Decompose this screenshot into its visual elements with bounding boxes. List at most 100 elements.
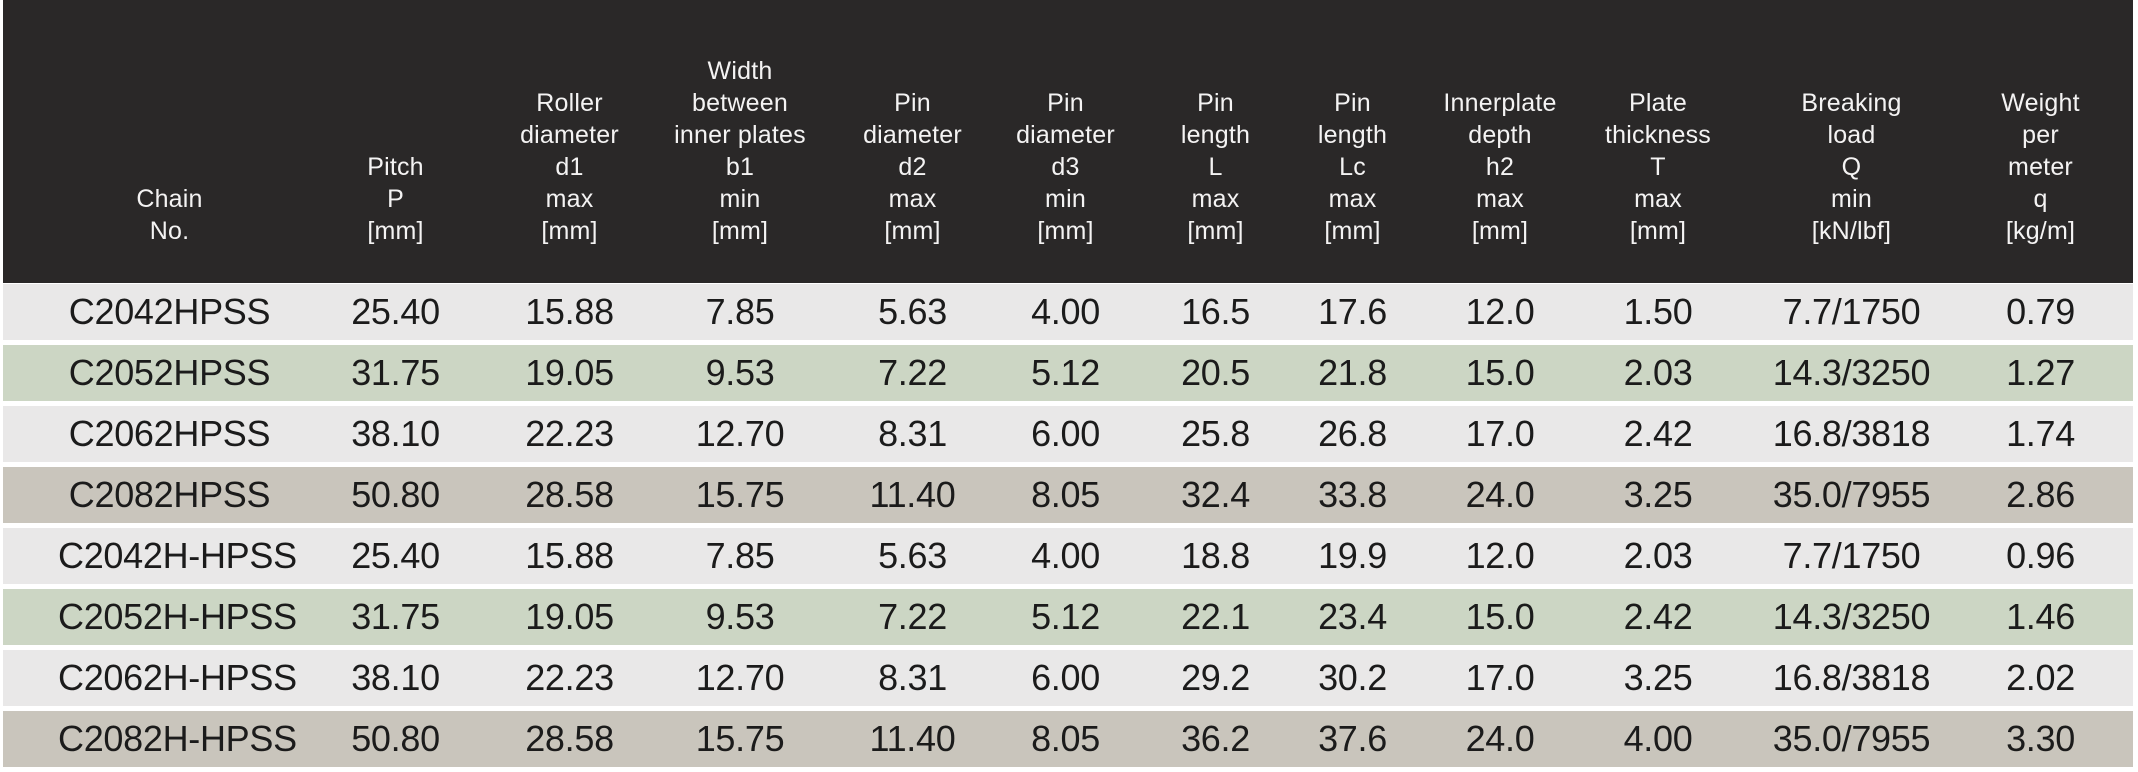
cell-width-between-inner-plates-b1: 9.53 — [705, 352, 775, 393]
cell-plate-thickness-t: 1.50 — [1623, 291, 1693, 332]
column-header-line: Lc — [1339, 153, 1366, 181]
cell-breaking-load-q: 14.3/3250 — [1772, 596, 1931, 637]
column-header-line: [mm] — [711, 217, 769, 245]
column-header-pin-diameter-d3: Pin diameter d3 min [mm] — [990, 0, 1141, 283]
cell-width-between-inner-plates-b1: 7.85 — [705, 535, 775, 576]
cell-plate-thickness-t: 4.00 — [1623, 718, 1693, 759]
column-header-line: Width — [707, 57, 773, 85]
column-header-line: max — [1476, 185, 1524, 213]
cell-chain-no: C2052HPSS — [68, 352, 271, 393]
column-header-width-between-inner-plates-b1: Width between inner plates b1 min [mm] — [655, 0, 825, 283]
cell-pin-diameter-d3: 5.12 — [1031, 352, 1100, 393]
table-body: C2042HPSS 25.40 15.88 7.85 5.63 4.00 16.5 17.6 1… — [3, 284, 2133, 767]
column-header-line: min — [719, 185, 761, 213]
cell-pin-length-lc: 23.4 — [1318, 596, 1387, 637]
column-header-line: Q — [1841, 153, 1862, 181]
cell-pin-diameter-d3: 6.00 — [1031, 413, 1100, 454]
cell-innerplate-depth-h2: 12.0 — [1465, 535, 1535, 576]
column-header-line: Weight — [2001, 89, 2080, 117]
table-row: C2082H-HPSS 50.80 28.58 15.75 11.40 8.05 36.2 3… — [3, 711, 2133, 767]
cell-pin-length-lc: 21.8 — [1318, 352, 1387, 393]
cell-pin-length-l: 25.8 — [1181, 413, 1250, 454]
cell-pin-length-l: 18.8 — [1181, 535, 1250, 576]
cell-pin-diameter-d2: 8.31 — [878, 657, 947, 698]
cell-pitch: 25.40 — [351, 535, 440, 576]
cell-weight-per-meter-q: 0.79 — [2006, 291, 2075, 332]
cell-weight-per-meter-q: 0.96 — [2006, 535, 2075, 576]
cell-pin-diameter-d2: 11.40 — [869, 718, 956, 759]
cell-breaking-load-q: 7.7/1750 — [1782, 535, 1921, 576]
column-header-line: inner plates — [674, 121, 806, 149]
column-header-line: [mm] — [1037, 217, 1094, 245]
cell-pin-length-lc: 37.6 — [1318, 718, 1387, 759]
cell-chain-no: C2042HPSS — [68, 291, 271, 332]
cell-pin-length-lc: 33.8 — [1318, 474, 1387, 515]
column-header-line: diameter — [863, 121, 962, 149]
cell-breaking-load-q: 7.7/1750 — [1782, 291, 1921, 332]
column-header-pitch: Pitch P [mm] — [281, 0, 484, 283]
cell-weight-per-meter-q: 1.74 — [2006, 413, 2075, 454]
column-header-line: b1 — [725, 153, 755, 181]
column-header-pin-diameter-d2: Pin diameter d2 max [mm] — [825, 0, 990, 283]
cell-width-between-inner-plates-b1: 7.85 — [705, 291, 775, 332]
cell-plate-thickness-t: 2.03 — [1623, 352, 1693, 393]
cell-pin-diameter-d2: 5.63 — [878, 291, 947, 332]
cell-innerplate-depth-h2: 17.0 — [1465, 413, 1535, 454]
column-header-line: Roller — [536, 89, 603, 117]
cell-weight-per-meter-q: 1.46 — [2006, 596, 2075, 637]
table-row: C2062H-HPSS 38.10 22.23 12.70 8.31 6.00 29.2 30… — [3, 650, 2133, 706]
cell-roller-diameter-d1: 15.88 — [525, 535, 614, 576]
column-header-line: length — [1180, 121, 1251, 149]
cell-chain-no: C2082H-HPSS — [58, 718, 297, 759]
column-header-line: max — [545, 185, 594, 213]
cell-innerplate-depth-h2: 15.0 — [1465, 352, 1535, 393]
cell-pin-length-lc: 30.2 — [1318, 657, 1387, 698]
cell-roller-diameter-d1: 19.05 — [525, 352, 614, 393]
column-header-line: Pin — [1047, 89, 1084, 117]
column-header-line: between — [692, 89, 788, 117]
cell-roller-diameter-d1: 19.05 — [525, 596, 614, 637]
column-header-line: load — [1827, 121, 1876, 149]
cell-roller-diameter-d1: 22.23 — [525, 413, 614, 454]
column-header-line: diameter — [1016, 121, 1115, 149]
column-header-line: q — [2033, 185, 2048, 213]
cell-pin-diameter-d2: 7.22 — [878, 596, 947, 637]
table-row: C2042H-HPSS 25.40 15.88 7.85 5.63 4.00 18.8 19.… — [3, 528, 2133, 584]
cell-roller-diameter-d1: 22.23 — [525, 657, 614, 698]
cell-weight-per-meter-q: 2.86 — [2006, 474, 2075, 515]
cell-width-between-inner-plates-b1: 15.75 — [695, 474, 785, 515]
column-header-line: L — [1208, 153, 1223, 181]
cell-width-between-inner-plates-b1: 12.70 — [695, 657, 785, 698]
cell-innerplate-depth-h2: 24.0 — [1465, 718, 1535, 759]
cell-pitch: 38.10 — [351, 413, 440, 454]
cell-innerplate-depth-h2: 15.0 — [1465, 596, 1535, 637]
cell-pin-diameter-d2: 5.63 — [878, 535, 947, 576]
cell-pitch: 31.75 — [351, 352, 440, 393]
cell-innerplate-depth-h2: 12.0 — [1465, 291, 1535, 332]
column-header-line: Breaking — [1801, 89, 1902, 117]
cell-pin-length-lc: 19.9 — [1318, 535, 1387, 576]
cell-innerplate-depth-h2: 24.0 — [1465, 474, 1535, 515]
column-header-line: P — [387, 185, 404, 213]
cell-width-between-inner-plates-b1: 12.70 — [695, 413, 785, 454]
cell-pitch: 50.80 — [351, 474, 440, 515]
column-header-line: Innerplate — [1443, 89, 1557, 117]
column-header-line: max — [1191, 185, 1240, 213]
column-header-line: [kN/lbf] — [1811, 217, 1892, 245]
cell-breaking-load-q: 35.0/7955 — [1772, 474, 1931, 515]
cell-plate-thickness-t: 3.25 — [1623, 474, 1693, 515]
cell-chain-no: C2052H-HPSS — [58, 596, 297, 637]
column-header-roller-diameter-d1: Roller diameter d1 max [mm] — [484, 0, 655, 283]
cell-pin-length-lc: 26.8 — [1318, 413, 1387, 454]
column-header-line: length — [1317, 121, 1388, 149]
column-header-line: min — [1831, 185, 1872, 213]
cell-breaking-load-q: 14.3/3250 — [1772, 352, 1931, 393]
column-header-line: Pin — [1197, 89, 1234, 117]
cell-weight-per-meter-q: 2.02 — [2006, 657, 2075, 698]
cell-pin-length-l: 22.1 — [1181, 596, 1250, 637]
cell-roller-diameter-d1: 28.58 — [525, 718, 614, 759]
cell-chain-no: C2082HPSS — [68, 474, 271, 515]
column-header-line: per — [2022, 121, 2059, 149]
column-header-weight-per-meter-q: Weight per meter q [kg/m] — [1948, 0, 2133, 283]
